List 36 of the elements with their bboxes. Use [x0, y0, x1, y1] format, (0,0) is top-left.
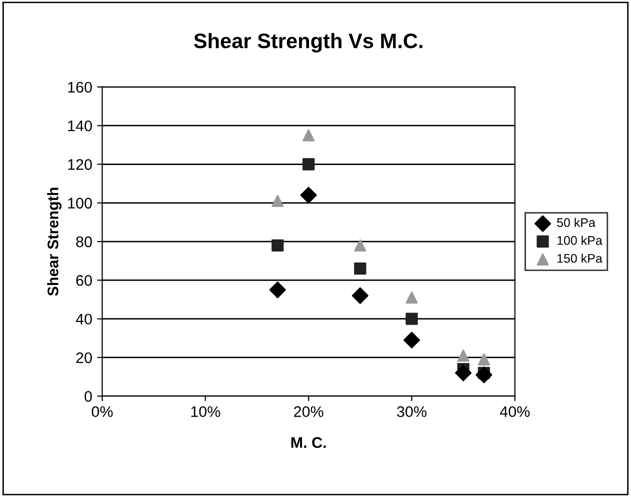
y-tick-label: 160: [68, 82, 92, 93]
x-tick-label: 40%: [500, 406, 530, 418]
legend-label: 100 kPa: [557, 236, 602, 245]
point: [476, 366, 492, 384]
point: [457, 349, 470, 362]
point: [354, 239, 366, 252]
point: [406, 312, 418, 325]
x-tick-label: 10%: [191, 406, 220, 418]
point: [272, 194, 284, 208]
point: [455, 364, 472, 382]
point: [352, 287, 368, 304]
point: [406, 292, 418, 304]
y-tick-label: 120: [68, 159, 92, 170]
point: [478, 353, 490, 366]
x-tick-label: 30%: [397, 406, 426, 418]
legend-label: 50 kPa: [557, 218, 596, 227]
chart-title: Shear Strength Vs M.C.: [194, 32, 422, 52]
y-tick-label: 80: [76, 236, 92, 248]
x-axis-title: M. C.: [291, 437, 326, 448]
y-tick-label: 20: [76, 352, 92, 364]
y-axis-title: Shear Strength: [47, 188, 62, 296]
x-tick-label: 0%: [92, 406, 113, 418]
point: [354, 262, 366, 275]
point: [403, 332, 420, 348]
point: [272, 239, 284, 252]
x-tick-label: 20%: [294, 406, 324, 418]
y-tick-label: 40: [76, 314, 92, 325]
y-tick-label: 140: [68, 120, 92, 132]
y-tick-label: 100: [68, 198, 92, 209]
y-tick-label: 0: [84, 390, 92, 402]
point: [300, 186, 317, 204]
legend-label: 150 kPa: [557, 254, 602, 263]
point: [302, 158, 315, 170]
point: [269, 282, 286, 298]
point: [302, 129, 315, 142]
y-tick-label: 60: [76, 275, 92, 286]
